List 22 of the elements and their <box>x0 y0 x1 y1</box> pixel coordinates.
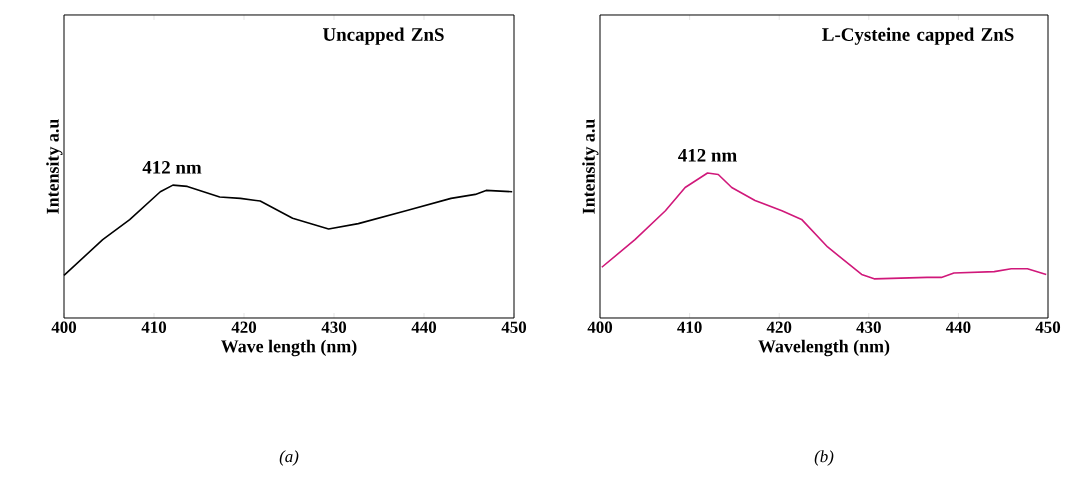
x-tick-label: 410 <box>677 321 702 333</box>
x-tick-label: 420 <box>231 321 257 333</box>
x-tick-label: 440 <box>411 321 437 333</box>
annotation: 412 nm <box>678 148 737 162</box>
x-axis-title: Wavelength (nm) <box>758 339 890 357</box>
x-axis-title: Wave length (nm) <box>221 339 357 357</box>
annotation: 412 nm <box>142 161 202 174</box>
text: (a) <box>279 450 299 466</box>
x-tick-label: 430 <box>321 321 347 333</box>
chart-title: Uncapped ZnS <box>322 27 444 45</box>
x-tick-label: 440 <box>945 321 971 333</box>
x-tick-label: 400 <box>587 321 613 333</box>
chart-title: L-Cysteine capped ZnS <box>822 27 1014 45</box>
y-axis-title: Intensity a.u <box>582 119 599 214</box>
x-tick-label: 410 <box>141 321 167 333</box>
x-tick-label: 450 <box>501 321 527 333</box>
x-tick-label: 420 <box>766 321 792 333</box>
x-tick-label: 400 <box>51 321 77 333</box>
x-tick-label: 430 <box>856 321 881 333</box>
text: (b) <box>814 450 834 466</box>
x-tick-label: 450 <box>1035 321 1061 333</box>
y-axis-title: Intensity a.u <box>46 119 63 214</box>
